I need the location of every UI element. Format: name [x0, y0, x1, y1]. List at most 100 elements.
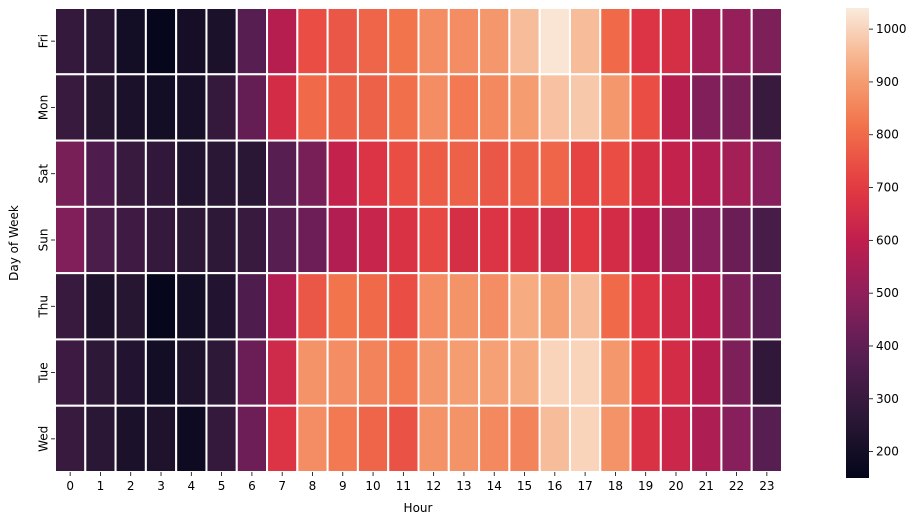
heatmap-cell: [720, 338, 753, 407]
heatmap-cell: [144, 338, 178, 407]
heatmap-cell: [84, 338, 117, 407]
heatmap-cell: [114, 205, 147, 275]
heatmap-cell: [114, 404, 147, 474]
heatmap-cell: [205, 139, 238, 208]
heatmap-cell: [659, 404, 693, 474]
heatmap-cell: [690, 73, 723, 142]
heatmap-cell: [417, 139, 450, 208]
heatmap-cell: [266, 73, 299, 142]
heatmap-cell: [205, 7, 238, 76]
heatmap-cell: [296, 272, 329, 341]
heatmap-cell: [144, 404, 178, 474]
heatmap-cell: [599, 404, 632, 474]
colorbar-tick-label: 200: [876, 445, 899, 459]
heatmap-cell: [296, 404, 329, 474]
heatmap-cell: [266, 272, 299, 341]
heatmap-cell: [568, 272, 602, 341]
y-axis-label: Day of Week: [7, 205, 21, 281]
heatmap-cell: [326, 272, 359, 341]
heatmap-cell: [720, 272, 753, 341]
heatmap-cell: [205, 272, 238, 341]
heatmap-cell: [478, 205, 511, 275]
heatmap-cell: [84, 7, 117, 76]
heatmap-cell: [538, 404, 571, 474]
heatmap-cell: [538, 205, 571, 275]
x-tick-labels: 0 1 2 3 4 5 6 7 8 9 10 11 12 13 14 15 16 17 18 19 20 21 22 23: [66, 472, 774, 493]
heatmap-cell: [478, 73, 511, 142]
heatmap-cell: [205, 338, 238, 407]
heatmap-cell: [266, 404, 299, 474]
heatmap-cell: [750, 205, 783, 275]
heatmap-cell: [54, 404, 87, 474]
heatmap-cell: [205, 73, 238, 142]
x-tick-label: 10: [365, 479, 380, 493]
heatmap-cell: [114, 139, 147, 208]
heatmap-cell: [266, 139, 299, 208]
heatmap-cell: [235, 139, 269, 208]
x-tick-label: 3: [157, 479, 165, 493]
heatmap-cell: [296, 205, 329, 275]
heatmap-cell: [720, 7, 753, 76]
x-tick-label: 16: [547, 479, 562, 493]
x-tick-label: 18: [608, 479, 623, 493]
heatmap-cell: [599, 205, 632, 275]
heatmap-cell: [447, 338, 481, 407]
heatmap-cell: [508, 7, 541, 76]
heatmap-cell: [568, 7, 602, 76]
heatmap-cell: [54, 73, 87, 142]
heatmap-cell: [659, 139, 693, 208]
heatmap-cell: [629, 7, 662, 76]
heatmap-cell: [659, 7, 693, 76]
heatmap-cell: [478, 7, 511, 76]
heatmap-cell: [387, 7, 420, 76]
x-axis-label: Hour: [404, 501, 433, 515]
heatmap-cell: [447, 272, 481, 341]
colorbar-tick-label: 300: [876, 392, 899, 406]
heatmap-cell: [54, 205, 87, 275]
heatmap-cell: [144, 205, 178, 275]
heatmap-cell: [568, 338, 602, 407]
heatmap-cell: [599, 73, 632, 142]
y-tick-label: Thu: [37, 295, 51, 319]
heatmap-cell: [84, 73, 117, 142]
y-tick-label: Tue: [37, 362, 51, 384]
x-tick-label: 19: [638, 479, 653, 493]
y-tick-label: Wed: [37, 426, 51, 452]
heatmap-cell: [114, 73, 147, 142]
heatmap-cell: [720, 404, 753, 474]
heatmap-cell: [326, 205, 359, 275]
heatmap-cell: [750, 272, 783, 341]
heatmap-cell: [235, 205, 269, 275]
colorbar-tick-label: 500: [876, 286, 899, 300]
heatmap-cell: [114, 7, 147, 76]
heatmap-cell: [720, 205, 753, 275]
heatmap-cell: [296, 338, 329, 407]
x-tick-label: 12: [426, 479, 441, 493]
heatmap-cell: [629, 139, 662, 208]
heatmap-cell: [690, 139, 723, 208]
heatmap-cell: [568, 73, 602, 142]
heatmap-cell: [690, 205, 723, 275]
heatmap-cell: [387, 404, 420, 474]
heatmap-cell: [629, 338, 662, 407]
heatmap-cell: [750, 338, 783, 407]
heatmap-cell: [417, 272, 450, 341]
heatmap-cell: [175, 338, 208, 407]
heatmap-cell: [599, 139, 632, 208]
heatmap-cell: [144, 73, 178, 142]
x-tick-label: 15: [517, 479, 532, 493]
heatmap-cell: [235, 7, 269, 76]
heatmap-cell: [629, 73, 662, 142]
heatmap-cell: [538, 73, 571, 142]
heatmap-cell: [387, 73, 420, 142]
y-tick-label: Sat: [37, 164, 51, 184]
heatmap-cell: [266, 205, 299, 275]
heatmap-cell: [750, 404, 783, 474]
colorbar-tick-label: 600: [876, 233, 899, 247]
heatmap-cell: [144, 7, 178, 76]
heatmap-cell: [175, 7, 208, 76]
heatmap-cell: [629, 205, 662, 275]
heatmap-cell: [266, 7, 299, 76]
heatmap-cell: [84, 139, 117, 208]
colorbar-tick-label: 900: [876, 75, 899, 89]
